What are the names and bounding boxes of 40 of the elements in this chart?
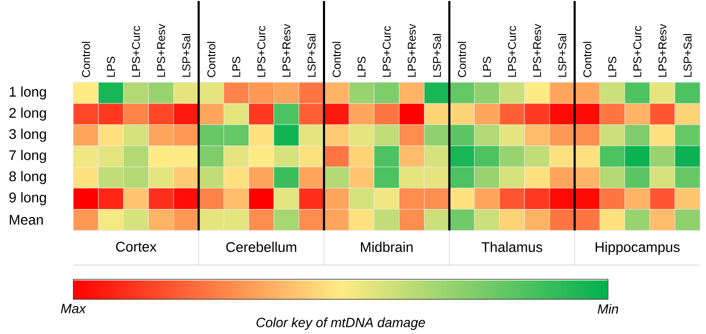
y-tick-label: 2 long — [9, 107, 46, 120]
x-tick-label: LSP+Sal — [558, 34, 566, 77]
x-tick-label: LPS+Curc — [633, 26, 642, 77]
x-tick-label: LPS — [482, 56, 491, 77]
x-tick-label: LPS — [608, 56, 616, 77]
text: Cortex — [116, 242, 156, 252]
text: Hippocampus — [596, 242, 680, 255]
x-tick-label: LSP+Sal — [307, 34, 316, 77]
x-tick-label: LPS+Curc — [508, 26, 516, 77]
y-tick-label: 7 long — [9, 150, 46, 163]
y-tick-label: 8 long — [9, 170, 46, 184]
x-tick-label: Control — [207, 42, 216, 77]
x-tick-label: Control — [332, 42, 341, 77]
x-tick-label: LPS — [106, 56, 115, 77]
y-tick-label: Mean — [10, 214, 43, 225]
y-tick-label: 3 long — [9, 128, 46, 142]
x-tick-label: LPS — [358, 56, 366, 77]
y-tick-label: 9 long — [9, 192, 46, 206]
x-tick-label: LPS+Curc — [382, 26, 391, 77]
x-tick-label: Control — [82, 42, 90, 77]
x-tick-label: LSP+Sal — [182, 34, 190, 77]
x-tick-label: LSP+Sal — [683, 34, 692, 77]
x-tick-label: LPS+Resv — [408, 24, 416, 77]
x-tick-label: Control — [458, 42, 466, 77]
x-tick-label: LPS+Curc — [132, 26, 140, 77]
x-tick-label: LPS+Resv — [282, 24, 290, 77]
text: Cerebellum — [226, 242, 296, 252]
x-tick-label: LPS+Resv — [157, 24, 166, 77]
color-bar-label: Min — [598, 304, 618, 314]
x-tick-label: LPS+Resv — [533, 24, 542, 77]
color-bar-label: Max — [60, 304, 86, 314]
text: Thalamus — [482, 242, 542, 252]
color-bar-title: Color key of mtDNA damage — [256, 317, 425, 330]
y-tick-label: 1 long — [10, 86, 46, 100]
x-tick-label: LPS+Resv — [658, 24, 666, 77]
x-tick-label: LPS — [232, 56, 240, 77]
text: Midbrain — [360, 242, 413, 252]
x-tick-label: LPS+Curc — [257, 26, 266, 77]
x-tick-label: Control — [583, 42, 592, 77]
x-tick-label: LSP+Sal — [432, 34, 441, 77]
